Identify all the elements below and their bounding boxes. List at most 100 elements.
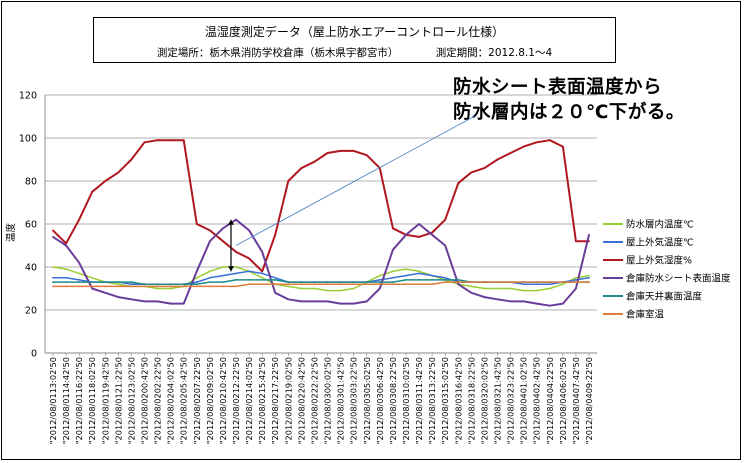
series-2-point <box>522 145 525 148</box>
x-tick-label: "2012/08/0212:22'50 <box>231 357 241 444</box>
series-3-point <box>418 223 420 225</box>
series-5-point <box>496 281 499 283</box>
series-2-point <box>261 270 264 273</box>
series-5-point <box>418 283 420 286</box>
measurement-location: 測定場所：栃木県消防学校倉庫（栃木県宇都宮市） <box>156 47 399 59</box>
series-5-point <box>522 281 525 283</box>
series-1-point <box>52 276 54 279</box>
series-3-point <box>457 283 460 286</box>
series-4-point <box>339 281 342 283</box>
series-3-point <box>378 287 381 290</box>
arrow-head-bottom <box>228 266 234 272</box>
series-2-point <box>509 152 512 154</box>
series-3-point <box>509 300 512 303</box>
series-0-point <box>326 289 329 292</box>
series-0-point <box>470 285 473 288</box>
series-0-point <box>392 270 394 273</box>
x-tick-label: "2012/08/0407:42'50 <box>571 357 581 444</box>
series-5-point <box>248 283 250 286</box>
series-5-point <box>588 281 590 283</box>
series-5-point <box>535 281 538 283</box>
x-tick-label: "2012/08/0214:02'50 <box>244 357 254 444</box>
y-tick-label: 80 <box>25 177 37 188</box>
series-3-point <box>130 298 133 301</box>
series-line-5 <box>53 281 589 288</box>
y-tick-label: 0 <box>31 349 37 360</box>
series-0-point <box>300 287 303 290</box>
series-0-point <box>405 268 407 271</box>
series-2-point <box>235 251 237 253</box>
series-0-point <box>235 266 237 268</box>
series-1-point <box>130 283 133 286</box>
arrow-head-top <box>228 219 234 225</box>
series-2-point <box>248 257 250 260</box>
annotation-callout: 防水シート表面温度から 防水層内は２０℃下がる。 <box>453 75 685 125</box>
series-1-point <box>195 281 198 283</box>
series-4-point <box>169 283 172 286</box>
series-0-point <box>195 276 198 279</box>
series-2-point <box>274 233 277 236</box>
series-4-point <box>352 281 355 283</box>
series-0-point <box>117 283 120 286</box>
series-5-point <box>313 283 316 286</box>
legend-label-5: 倉庫室温 <box>626 309 665 321</box>
series-5-point <box>182 285 185 288</box>
series-3-point <box>222 227 224 230</box>
series-5-point <box>431 283 434 286</box>
series-3-point <box>496 298 499 301</box>
series-1-point <box>522 283 525 286</box>
series-1-point <box>392 276 394 279</box>
series-0-point <box>561 283 564 286</box>
series-0-point <box>287 285 290 288</box>
x-tick-label: "2012/08/0121:22'50 <box>113 357 123 444</box>
x-tick-label: "2012/08/0318:22'50 <box>466 357 476 444</box>
y-tick-label: 120 <box>19 91 37 102</box>
legend-label-1: 屋上外気温度℃ <box>626 237 694 249</box>
series-1-point <box>405 274 407 277</box>
series-3-point <box>535 302 538 305</box>
series-4-point <box>65 281 67 283</box>
series-1-point <box>248 270 250 273</box>
series-4-point <box>274 279 277 281</box>
series-4-point <box>195 283 198 286</box>
series-4-point <box>378 281 381 283</box>
x-tick-label: "2012/08/0315:02'50 <box>440 357 450 444</box>
series-5-point <box>300 283 303 286</box>
series-2-point <box>496 158 499 161</box>
series-4-point <box>52 281 54 283</box>
series-4-point <box>222 281 224 283</box>
series-4-point <box>326 281 329 283</box>
series-2-point <box>470 171 473 174</box>
series-2-point <box>339 150 342 152</box>
series-3-point <box>195 270 198 273</box>
measurement-period: 測定期間：2012.8.1～4 <box>435 47 553 59</box>
series-3-point <box>274 291 277 294</box>
series-4-point <box>143 283 146 286</box>
series-3-point <box>444 244 447 247</box>
x-tick-label: "2012/08/0323:22'50 <box>506 357 516 444</box>
x-tick-label: "2012/08/0321:42'50 <box>492 357 502 444</box>
series-3-point <box>182 302 185 305</box>
series-2-point <box>208 229 211 232</box>
x-tick-label: "2012/08/0217:22'50 <box>270 357 280 444</box>
series-5-point <box>548 281 551 283</box>
series-5-point <box>326 283 329 286</box>
subtitle-row: 測定場所：栃木県消防学校倉庫（栃木県宇都宮市） 測定期間：2012.8.1～4 <box>94 45 615 60</box>
series-3-point <box>313 300 316 303</box>
series-3-point <box>352 302 355 305</box>
series-line-3 <box>52 218 590 307</box>
x-tick-label: "2012/08/0300:02'50 <box>323 357 333 444</box>
series-0-point <box>535 289 538 292</box>
series-2-point <box>444 218 447 221</box>
series-3-point <box>522 300 525 303</box>
series-4-point <box>300 281 303 283</box>
series-2-point <box>65 242 67 245</box>
title-box: 温湿度測定データ（屋上防水エアーコントロール仕様） 測定場所：栃木県消防学校倉庫… <box>93 17 616 63</box>
series-4-point <box>104 281 107 283</box>
series-3-point <box>169 302 172 305</box>
series-4-point <box>392 281 394 283</box>
series-5-point <box>405 283 407 286</box>
series-5-point <box>274 283 277 286</box>
x-tick-label: "2012/08/0306:42'50 <box>375 357 385 444</box>
